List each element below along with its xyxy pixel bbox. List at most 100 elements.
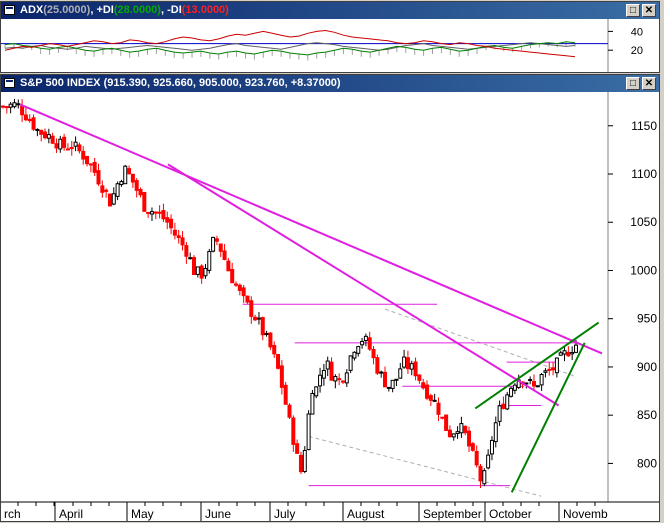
candle-body [570, 352, 575, 355]
candle-body [314, 386, 319, 397]
trendline-mid [167, 163, 560, 407]
candle-body [283, 384, 288, 405]
candle-body [482, 470, 487, 485]
candle-body [310, 392, 315, 415]
candle-body [20, 105, 25, 116]
candle-body [180, 237, 185, 246]
candle-body [501, 403, 506, 410]
adx-series-line [4, 41, 576, 56]
price-chart: 800 850 900 950 1000 1050 1100 1150 rch April May J… [1, 92, 659, 521]
candle-body [237, 284, 242, 291]
price-title-name: S&P 500 INDEX [20, 77, 101, 89]
candle-body [554, 357, 559, 374]
candle-body [287, 404, 292, 418]
wedge-upper-line [474, 321, 600, 410]
candle-body [291, 417, 296, 445]
candle-body [73, 141, 78, 147]
candle-body [444, 414, 449, 431]
candle-body [421, 382, 426, 389]
candle-body [531, 381, 536, 387]
candle-body [470, 443, 475, 451]
candle-body [436, 402, 441, 415]
candle-body [264, 332, 269, 335]
price-panel: S&P 500 INDEX (915.390, 925.660, 905.000… [0, 74, 660, 522]
adx-series-line [4, 29, 576, 58]
candle-body [295, 443, 300, 454]
candle-body [379, 371, 384, 374]
chart-window-icon [4, 78, 15, 88]
candle-body [119, 181, 124, 186]
candle-body [543, 370, 548, 373]
candle-body [146, 211, 151, 214]
candle-body [425, 384, 430, 399]
candle-body [104, 189, 109, 192]
restore-button[interactable]: □ [626, 4, 640, 17]
price-y-tick-label: 1000 [630, 263, 657, 277]
candle-body [253, 316, 258, 321]
candle-body [509, 387, 514, 397]
candle-body [337, 378, 342, 381]
candle-body [405, 357, 410, 370]
candle-body [260, 317, 265, 336]
candle-body [218, 243, 223, 252]
price-x-tick-label: June [205, 507, 231, 521]
candle-body [96, 170, 101, 185]
candle-body [130, 173, 135, 183]
candle-body [188, 257, 193, 260]
gray-channel-line [308, 435, 542, 497]
adx-panel-titlebar[interactable]: ADX(25.0000), +DI(28.0000), -DI(13.0000)… [1, 2, 659, 19]
candle-body [161, 210, 166, 220]
candle-body [35, 128, 40, 131]
candle-body [276, 354, 281, 369]
adx-title-part: (25.0000) [43, 4, 91, 16]
adx-title-part: (13.0000) [181, 4, 229, 16]
candle-body [352, 351, 357, 359]
candle-body [451, 433, 456, 438]
adx-title-part: (28.0000) [113, 4, 161, 16]
candle-body [81, 150, 86, 160]
candle-body [69, 147, 74, 150]
candle-body [463, 425, 468, 434]
candle-body [394, 378, 399, 381]
candle-body [169, 218, 174, 229]
candle-body [528, 379, 533, 382]
price-x-tick-label: October [489, 507, 532, 521]
candle-body [50, 135, 55, 144]
close-button[interactable]: ✕ [642, 4, 656, 17]
candle-body [486, 454, 491, 469]
adx-panel-title: ADX(25.0000), +DI(28.0000), -DI(13.0000) [20, 2, 229, 19]
candle-body [43, 131, 48, 139]
candle-body [245, 295, 250, 303]
candle-body [65, 148, 70, 151]
restore-button[interactable]: □ [626, 77, 640, 90]
candle-body [214, 238, 219, 242]
candle-body [383, 371, 387, 388]
candle-body [318, 374, 323, 387]
candle-body [321, 369, 326, 379]
candle-body [107, 193, 112, 207]
candle-body [474, 451, 479, 466]
candle-body [356, 346, 361, 354]
candle-body [535, 385, 540, 388]
price-panel-titlebar[interactable]: S&P 500 INDEX (915.390, 925.660, 905.000… [1, 75, 659, 92]
candle-body [493, 422, 498, 443]
candle-body [539, 373, 544, 386]
candle-body [12, 102, 17, 108]
candle-body [127, 168, 132, 175]
candle-body [551, 367, 556, 371]
candle-body [142, 191, 147, 212]
close-button[interactable]: ✕ [642, 77, 656, 90]
price-x-tick-label: rch [4, 507, 21, 521]
price-y-tick-label: 1100 [631, 167, 657, 181]
candle-body [203, 268, 208, 277]
candle-body [256, 317, 261, 320]
candle-body [62, 136, 67, 148]
candle-body [363, 335, 368, 342]
trendline-long [19, 103, 603, 355]
candle-body [386, 386, 391, 389]
candle-body [195, 266, 200, 275]
candle-body [413, 361, 418, 377]
candle-body [562, 350, 567, 355]
candle-body [241, 287, 246, 297]
